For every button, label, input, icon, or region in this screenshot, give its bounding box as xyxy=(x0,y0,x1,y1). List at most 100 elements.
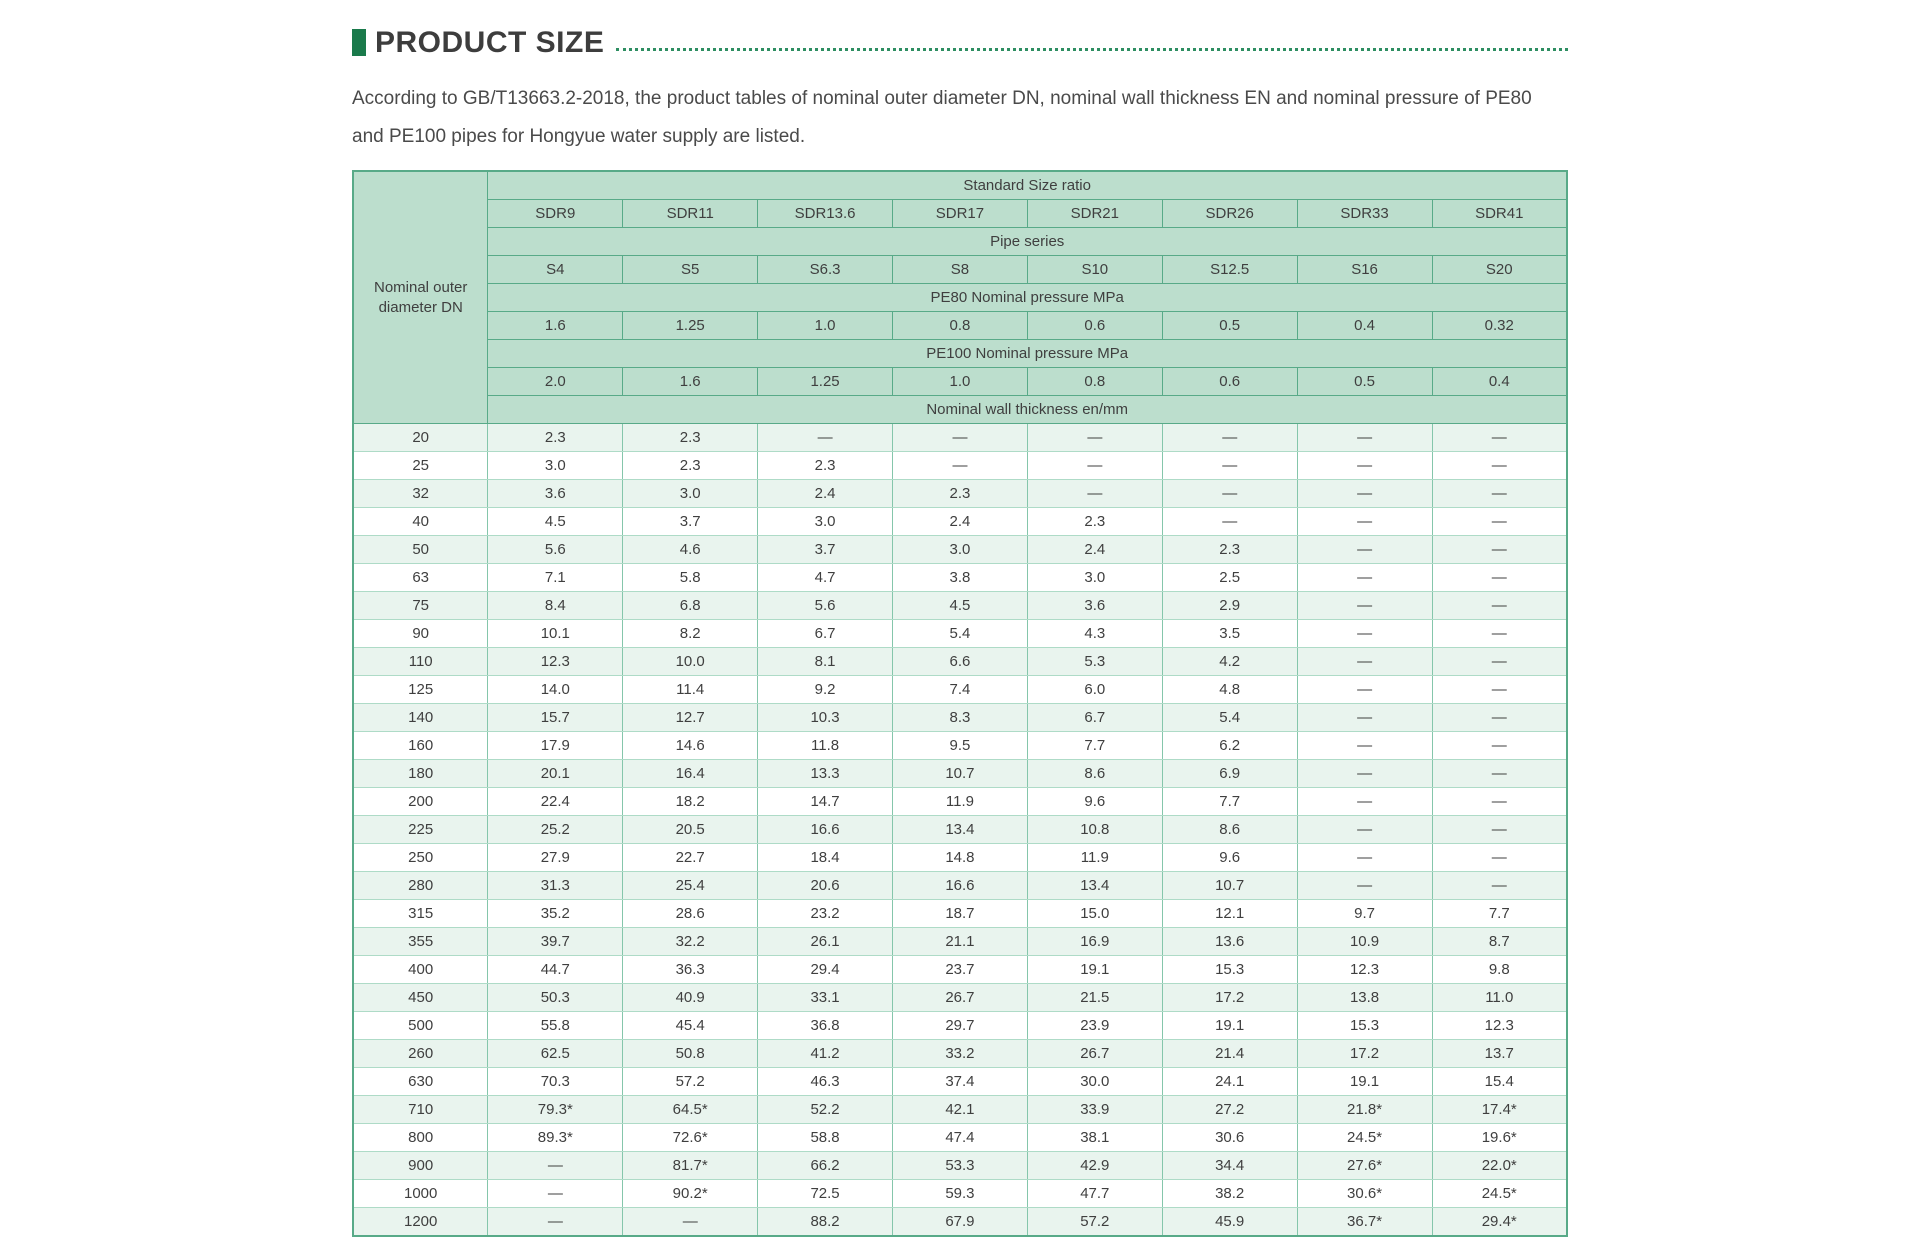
wall-thickness-cell: — xyxy=(1431,535,1568,564)
description-text: According to GB/T13663.2-2018, the produ… xyxy=(352,88,1532,147)
wall-thickness-cell: 9.2 xyxy=(757,675,893,704)
wall-thickness-cell: — xyxy=(1431,703,1568,732)
wall-thickness-cell: 13.7 xyxy=(1431,1039,1568,1068)
header-cell-pe100-pressures-7: 0.4 xyxy=(1431,367,1568,396)
table-row: 250 27.9 22.7 18.4 14.8 11.9 9.6— — xyxy=(352,843,1568,872)
wall-thickness-cell: — xyxy=(1026,423,1163,452)
wall-thickness-cell: — xyxy=(1296,675,1433,704)
wall-thickness-cell: 5.3 xyxy=(1026,647,1163,676)
wall-thickness-cell: 11.8 xyxy=(757,731,893,760)
wall-thickness-cell: 6.9 xyxy=(1161,759,1298,788)
wall-thickness-cell: — xyxy=(1296,843,1433,872)
wall-thickness-cell: 33.2 xyxy=(892,1039,1028,1068)
wall-thickness-cell: 3.0 xyxy=(1026,563,1163,592)
header-cell-series-labels-1: S5 xyxy=(622,255,759,284)
wall-thickness-cell: 13.4 xyxy=(892,815,1028,844)
wall-thickness-cell: 50.8 xyxy=(622,1039,759,1068)
wall-thickness-cell: 12.7 xyxy=(622,703,759,732)
dn-cell: 900 xyxy=(352,1151,489,1180)
dn-cell: 110 xyxy=(352,647,489,676)
wall-thickness-cell: 3.0 xyxy=(487,451,624,480)
wall-thickness-cell: 18.2 xyxy=(622,787,759,816)
header-cell-series-labels-3: S8 xyxy=(892,255,1028,284)
dn-cell: 40 xyxy=(352,507,489,536)
header-cell-sdr-labels-2: SDR13.6 xyxy=(757,199,893,228)
wall-thickness-cell: 18.7 xyxy=(892,899,1028,928)
wall-thickness-cell: 7.4 xyxy=(892,675,1028,704)
header-cell-sdr-labels-5: SDR26 xyxy=(1161,199,1298,228)
wall-thickness-cell: 7.7 xyxy=(1026,731,1163,760)
wall-thickness-cell: 2.3 xyxy=(1161,535,1298,564)
wall-thickness-cell: 24.1 xyxy=(1161,1067,1298,1096)
title-marker-icon xyxy=(352,29,366,56)
dn-cell: 800 xyxy=(352,1123,489,1152)
dotted-leader-line xyxy=(616,48,1568,51)
wall-thickness-cell: — xyxy=(1296,871,1433,900)
wall-thickness-cell: 16.6 xyxy=(757,815,893,844)
wall-thickness-cell: — xyxy=(1296,703,1433,732)
wall-thickness-cell: 4.3 xyxy=(1026,619,1163,648)
wall-thickness-cell: 10.1 xyxy=(487,619,624,648)
wall-thickness-cell: 70.3 xyxy=(487,1067,624,1096)
wall-thickness-cell: — xyxy=(1161,451,1298,480)
wall-thickness-cell: 21.1 xyxy=(892,927,1028,956)
wall-thickness-cell: — xyxy=(1431,479,1568,508)
wall-thickness-cell: 21.5 xyxy=(1026,983,1163,1012)
wall-thickness-cell: 8.4 xyxy=(487,591,624,620)
table-row: 140 15.7 12.7 10.3 8.3 6.7 5.4— — xyxy=(352,703,1568,732)
wall-thickness-cell: 2.4 xyxy=(892,507,1028,536)
wall-thickness-cell: 23.9 xyxy=(1026,1011,1163,1040)
wall-thickness-cell: — xyxy=(1161,479,1298,508)
wall-thickness-cell: 42.9 xyxy=(1026,1151,1163,1180)
table-row: 32 3.6 3.0 2.4 2.3— — — — xyxy=(352,479,1568,508)
wall-thickness-cell: 72.5 xyxy=(757,1179,893,1208)
wall-thickness-cell: — xyxy=(1026,451,1163,480)
wall-thickness-cell: 17.9 xyxy=(487,731,624,760)
wall-thickness-cell: 27.6* xyxy=(1296,1151,1433,1180)
wall-thickness-cell: 4.6 xyxy=(622,535,759,564)
wall-thickness-cell: 36.8 xyxy=(757,1011,893,1040)
header-cell-series-labels-2: S6.3 xyxy=(757,255,893,284)
wall-thickness-cell: — xyxy=(1431,451,1568,480)
band-header-pe80-pressure: PE80 Nominal pressure MPa xyxy=(487,283,1568,312)
wall-thickness-cell: 7.7 xyxy=(1161,787,1298,816)
wall-thickness-cell: 19.1 xyxy=(1026,955,1163,984)
wall-thickness-cell: 57.2 xyxy=(622,1067,759,1096)
wall-thickness-cell: 10.0 xyxy=(622,647,759,676)
wall-thickness-cell: 42.1 xyxy=(892,1095,1028,1124)
wall-thickness-cell: 12.3 xyxy=(1296,955,1433,984)
dn-cell: 250 xyxy=(352,843,489,872)
wall-thickness-cell: 3.8 xyxy=(892,563,1028,592)
wall-thickness-cell: 13.6 xyxy=(1161,927,1298,956)
wall-thickness-cell: 28.6 xyxy=(622,899,759,928)
wall-thickness-cell: — xyxy=(892,423,1028,452)
table-row: 355 39.7 32.2 26.1 21.1 16.9 13.6 10.9 8.7 xyxy=(352,927,1568,956)
wall-thickness-cell: 72.6* xyxy=(622,1123,759,1152)
wall-thickness-cell: 15.4 xyxy=(1431,1067,1568,1096)
wall-thickness-cell: 14.7 xyxy=(757,787,893,816)
wall-thickness-cell: 12.3 xyxy=(1431,1011,1568,1040)
wall-thickness-cell: 3.7 xyxy=(622,507,759,536)
dn-cell: 25 xyxy=(352,451,489,480)
wall-thickness-cell: 11.9 xyxy=(892,787,1028,816)
wall-thickness-cell: 7.1 xyxy=(487,563,624,592)
table-row: 75 8.4 6.8 5.6 4.5 3.6 2.9— — xyxy=(352,591,1568,620)
table-row: 20 2.3 2.3— — — — — — xyxy=(352,423,1568,452)
wall-thickness-cell: 2.3 xyxy=(487,423,624,452)
wall-thickness-cell: 33.9 xyxy=(1026,1095,1163,1124)
wall-thickness-cell: 27.2 xyxy=(1161,1095,1298,1124)
dn-cell: 630 xyxy=(352,1067,489,1096)
header-cell-pe80-pressures-0: 1.6 xyxy=(487,311,624,340)
wall-thickness-cell: 17.4* xyxy=(1431,1095,1568,1124)
wall-thickness-cell: 2.3 xyxy=(1026,507,1163,536)
wall-thickness-cell: 14.0 xyxy=(487,675,624,704)
table-row: 63 7.1 5.8 4.7 3.8 3.0 2.5— — xyxy=(352,563,1568,592)
dn-cell: 710 xyxy=(352,1095,489,1124)
wall-thickness-cell: 15.3 xyxy=(1161,955,1298,984)
wall-thickness-cell: 5.8 xyxy=(622,563,759,592)
dn-cell: 200 xyxy=(352,787,489,816)
wall-thickness-cell: 13.3 xyxy=(757,759,893,788)
wall-thickness-cell: 11.9 xyxy=(1026,843,1163,872)
header-cell-pe80-pressures-4: 0.6 xyxy=(1026,311,1163,340)
wall-thickness-cell: 2.3 xyxy=(622,451,759,480)
